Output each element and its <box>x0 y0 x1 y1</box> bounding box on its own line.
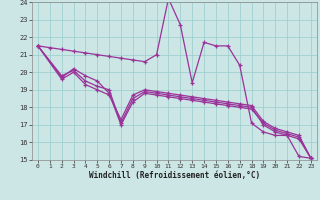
X-axis label: Windchill (Refroidissement éolien,°C): Windchill (Refroidissement éolien,°C) <box>89 171 260 180</box>
